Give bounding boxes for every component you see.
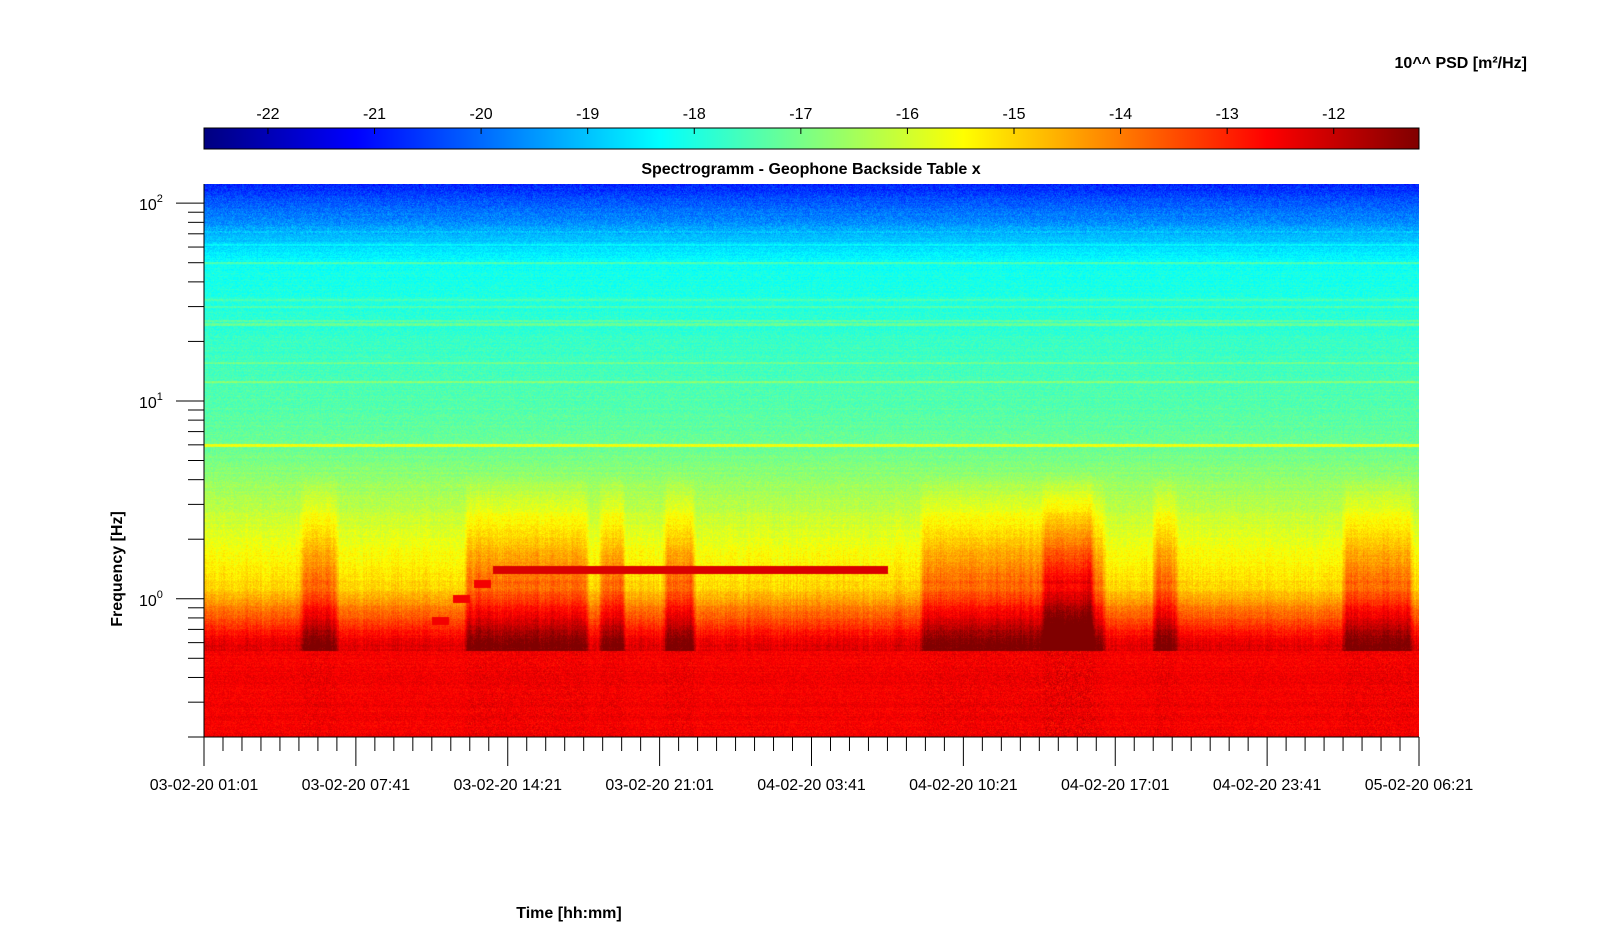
colorbar-tick-label: -22: [256, 106, 279, 123]
y-tick-base: 10: [139, 593, 157, 610]
x-tick-label: 03-02-20 07:41: [302, 777, 411, 794]
y-tick-label: 100: [139, 589, 163, 610]
y-tick-base: 10: [139, 197, 157, 214]
colorbar-label: 10^^ PSD [m²/Hz]: [1395, 55, 1527, 72]
spectrogram-image-container: [204, 184, 1419, 737]
x-tick-label: 04-02-20 23:41: [1213, 777, 1322, 794]
x-tick-label: 04-02-20 17:01: [1061, 777, 1170, 794]
colorbar-tick-label: -15: [1002, 106, 1025, 123]
x-tick-label: 04-02-20 10:21: [909, 777, 1018, 794]
colorbar-tick-label: -18: [683, 106, 706, 123]
colorbar: -22 -21 -20 -19 -18 -17 -16 -15 -14 -13 -12: [203, 106, 1420, 150]
colorbar-tick-label: -14: [1109, 106, 1132, 123]
y-tick-exponent: 0: [157, 589, 163, 601]
spectrogram-image: [204, 184, 1419, 737]
y-tick-base: 10: [139, 395, 157, 412]
colorbar-tick-label: -20: [470, 106, 493, 123]
x-axis-label: Time [hh:mm]: [516, 905, 621, 922]
x-tick-label: 03-02-20 14:21: [453, 777, 562, 794]
plot-area: [204, 184, 1419, 737]
colorbar-tick-label: -19: [576, 106, 599, 123]
y-tick-exponent: 1: [157, 391, 163, 403]
colorbar-ticks: -22 -21 -20 -19 -18 -17 -16 -15 -14 -13 -12: [256, 106, 1345, 134]
x-tick-label: 04-02-20 03:41: [757, 777, 866, 794]
chart-title: Spectrogramm - Geophone Backside Table x: [641, 161, 980, 178]
y-tick-label: 102: [139, 193, 163, 214]
x-tick-label: 05-02-20 06:21: [1365, 777, 1474, 794]
colorbar-tick-label: -12: [1322, 106, 1345, 123]
x-ticks: 03-02-20 01:01 03-02-20 07:41 03-02-20 14:…: [150, 737, 1474, 794]
y-axis-label: Frequency [Hz]: [109, 511, 126, 627]
colorbar-tick-label: -13: [1216, 106, 1239, 123]
y-tick-label: 101: [139, 391, 163, 412]
x-axis: 03-02-20 01:01 03-02-20 07:41 03-02-20 14:…: [150, 736, 1474, 794]
y-minor-ticks: [188, 211, 204, 738]
colorbar-tick-label: -17: [789, 106, 812, 123]
colorbar-gradient: [203, 127, 1420, 150]
x-tick-label: 03-02-20 21:01: [605, 777, 714, 794]
y-tick-exponent: 2: [157, 193, 163, 205]
colorbar-tick-label: -16: [896, 106, 919, 123]
colorbar-tick-label: -21: [363, 106, 386, 123]
x-tick-label: 03-02-20 01:01: [150, 777, 259, 794]
